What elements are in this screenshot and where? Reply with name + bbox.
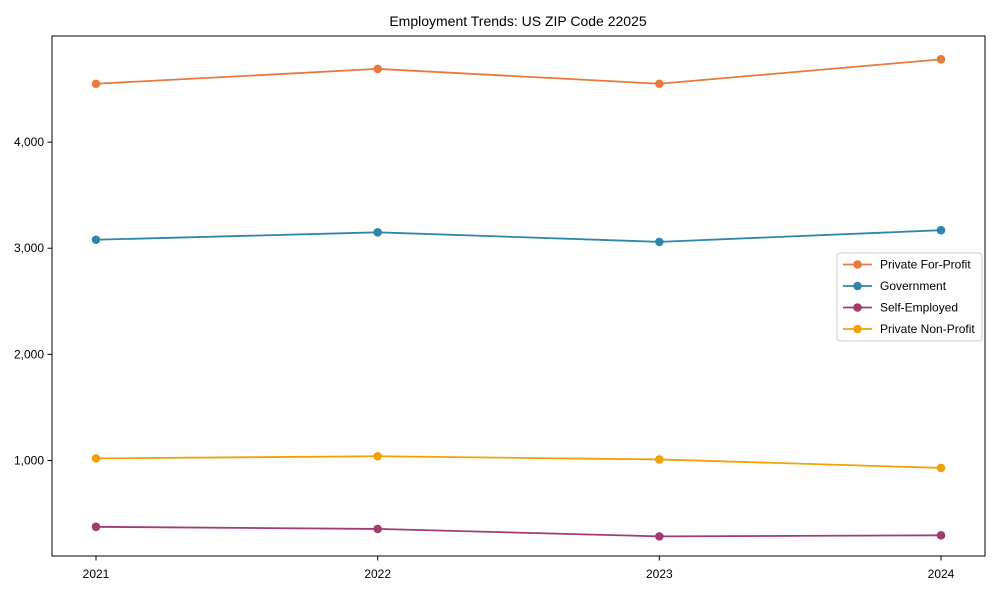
data-point-self-employed (655, 532, 664, 541)
legend-swatch-dot-self-employed (853, 303, 862, 312)
legend-label-private-for-profit: Private For-Profit (880, 258, 971, 272)
data-point-private-for-profit (373, 64, 382, 74)
y-tick-label: 3,000 (14, 241, 44, 255)
axes-border (51, 35, 986, 557)
series-line-private-non-profit (95, 455, 942, 469)
legend-label-self-employed: Self-Employed (880, 301, 958, 315)
data-point-private-for-profit (936, 55, 946, 64)
data-point-self-employed (91, 522, 101, 532)
legend-box (836, 252, 983, 342)
legend-label-government: Government (880, 279, 947, 293)
chart-title: Employment Trends: US ZIP Code 22025 (389, 13, 647, 29)
legend-label-private-non-profit: Private Non-Profit (880, 322, 975, 336)
data-point-private-for-profit (655, 79, 664, 89)
data-point-private-non-profit (91, 454, 101, 463)
legend-swatch-dot-private-non-profit (853, 324, 862, 334)
plot-area: 1,000 2,000 3,000 4,000 2021 2022 2023 2024 Priv… (14, 35, 986, 581)
data-point-private-non-profit (373, 451, 382, 461)
data-point-self-employed (373, 524, 382, 534)
y-tick-label: 1,000 (14, 453, 44, 467)
x-tick-label: 2024 (928, 567, 955, 581)
y-tick-label: 4,000 (14, 135, 44, 149)
y-tick-label: 2,000 (14, 347, 44, 361)
data-point-private-for-profit (91, 79, 101, 89)
legend-swatch-dot-private-for-profit (853, 260, 862, 269)
data-point-self-employed (936, 531, 946, 540)
x-tick-label: 2022 (364, 567, 391, 581)
data-point-government (655, 237, 664, 247)
data-point-government (936, 225, 946, 235)
x-tick-label: 2021 (83, 567, 110, 581)
series-line-government (95, 229, 942, 243)
data-point-government (91, 235, 101, 245)
x-tick-label: 2023 (646, 567, 673, 581)
series-line-self-employed (95, 525, 942, 538)
legend-swatch-dot-government (853, 281, 862, 291)
data-point-government (373, 228, 382, 237)
series-line-private-for-profit (95, 58, 942, 85)
data-point-private-non-profit (655, 455, 664, 464)
data-point-private-non-profit (936, 463, 946, 473)
